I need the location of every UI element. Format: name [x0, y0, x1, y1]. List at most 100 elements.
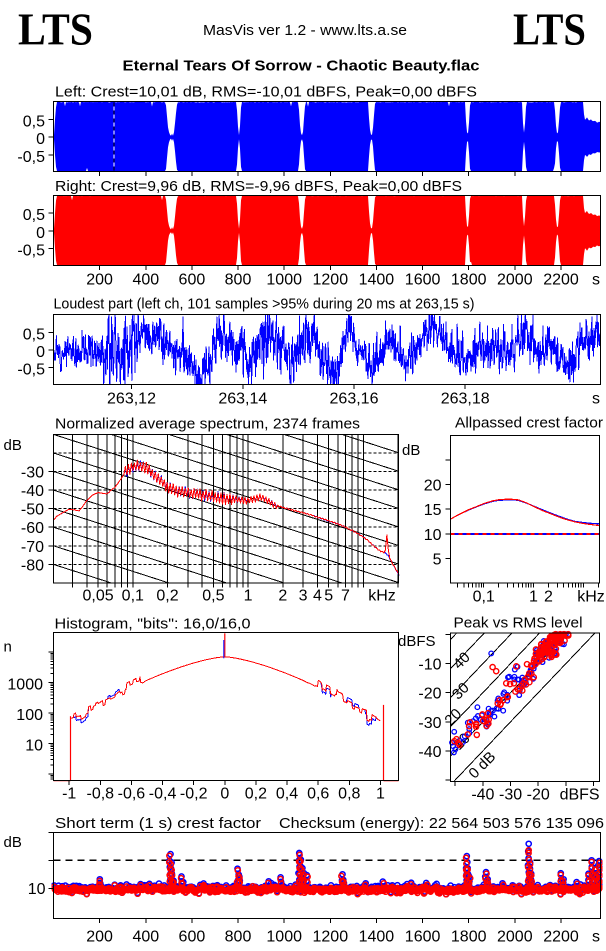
svg-text:15: 15: [424, 502, 442, 519]
svg-text:400: 400: [132, 929, 159, 946]
svg-text:5: 5: [433, 551, 442, 568]
svg-text:-20: -20: [527, 787, 550, 804]
svg-text:2: 2: [544, 589, 553, 606]
svg-text:LTS: LTS: [513, 4, 586, 55]
svg-text:kHz: kHz: [368, 588, 396, 605]
svg-text:200: 200: [86, 272, 113, 289]
svg-text:263,14: 263,14: [218, 391, 267, 408]
svg-text:1: 1: [376, 786, 385, 803]
svg-text:-70: -70: [21, 539, 44, 556]
svg-text:Eternal Tears Of Sorrow - Chao: Eternal Tears Of Sorrow - Chaotic Beauty…: [123, 58, 480, 75]
svg-text:800: 800: [225, 929, 252, 946]
svg-text:1200: 1200: [313, 272, 349, 289]
svg-text:1400: 1400: [359, 272, 395, 289]
svg-text:kHz: kHz: [577, 589, 605, 606]
svg-text:-0,6: -0,6: [118, 786, 146, 803]
svg-text:1400: 1400: [359, 929, 395, 946]
svg-text:0,5: 0,5: [202, 588, 224, 605]
svg-text:1000: 1000: [266, 929, 302, 946]
svg-text:1200: 1200: [313, 929, 349, 946]
svg-text:200: 200: [86, 929, 113, 946]
svg-text:800: 800: [225, 272, 252, 289]
svg-text:0,6: 0,6: [307, 786, 329, 803]
svg-text:1600: 1600: [405, 929, 441, 946]
svg-text:0: 0: [36, 131, 45, 148]
svg-text:263,12: 263,12: [107, 391, 156, 408]
svg-text:-0,4: -0,4: [149, 786, 177, 803]
svg-text:600: 600: [179, 929, 206, 946]
svg-text:263,18: 263,18: [441, 391, 490, 408]
svg-text:-0,8: -0,8: [87, 786, 115, 803]
svg-text:Peak vs RMS level: Peak vs RMS level: [454, 615, 583, 632]
svg-text:-60: -60: [21, 520, 44, 537]
svg-text:n: n: [4, 639, 12, 656]
svg-text:dB: dB: [402, 442, 420, 459]
svg-text:0: 0: [36, 225, 45, 242]
svg-text:20: 20: [424, 478, 442, 495]
svg-text:10: 10: [424, 527, 442, 544]
svg-text:4: 4: [313, 588, 322, 605]
svg-text:Short term (1 s) crest factor: Short term (1 s) crest factor: [55, 815, 261, 832]
svg-text:s: s: [592, 272, 600, 289]
svg-text:s: s: [592, 391, 600, 408]
svg-text:-1: -1: [62, 786, 76, 803]
svg-text:0,1: 0,1: [473, 589, 495, 606]
svg-text:10: 10: [28, 881, 46, 898]
svg-text:-80: -80: [21, 557, 44, 574]
svg-text:-0,5: -0,5: [17, 149, 45, 166]
svg-text:3: 3: [299, 588, 308, 605]
svg-text:MasVis ver 1.2 - www.lts.a.se: MasVis ver 1.2 - www.lts.a.se: [203, 22, 407, 39]
svg-text:dB: dB: [4, 437, 22, 454]
svg-text:1: 1: [529, 589, 538, 606]
svg-text:7: 7: [341, 588, 350, 605]
svg-text:Right: Crest=9,96 dB, RMS=-9,9: Right: Crest=9,96 dB, RMS=-9,96 dBFS, Pe…: [55, 178, 462, 195]
svg-text:2000: 2000: [497, 272, 533, 289]
svg-text:0,4: 0,4: [276, 786, 298, 803]
svg-text:-0,2: -0,2: [180, 786, 208, 803]
svg-text:Allpassed crest factor: Allpassed crest factor: [455, 415, 603, 432]
svg-text:2200: 2200: [543, 929, 579, 946]
svg-text:Checksum (energy): 22 564 503: Checksum (energy): 22 564 503 576 135 09…: [279, 815, 604, 832]
svg-text:100: 100: [16, 707, 43, 724]
svg-text:5: 5: [324, 588, 333, 605]
svg-text:2200: 2200: [543, 272, 579, 289]
svg-text:-0,5: -0,5: [17, 242, 45, 259]
svg-text:s: s: [592, 929, 600, 946]
svg-text:1800: 1800: [451, 929, 487, 946]
svg-text:Histogram, "bits": 16,0/16,0: Histogram, "bits": 16,0/16,0: [55, 616, 251, 633]
svg-text:0,5: 0,5: [23, 114, 45, 131]
svg-text:-40: -40: [418, 744, 441, 761]
svg-text:-0,5: -0,5: [17, 361, 45, 378]
svg-text:1000: 1000: [266, 272, 302, 289]
svg-text:2: 2: [278, 588, 287, 605]
svg-text:Loudest part (left ch, 101 sa: Loudest part (left ch, 101 samples >95% …: [54, 296, 475, 313]
svg-text:1600: 1600: [405, 272, 441, 289]
svg-text:400: 400: [132, 272, 159, 289]
svg-text:0: 0: [220, 786, 229, 803]
svg-text:1: 1: [244, 588, 253, 605]
svg-text:0: 0: [36, 344, 45, 361]
svg-text:-20: -20: [418, 686, 441, 703]
svg-text:0,05: 0,05: [83, 588, 114, 605]
svg-text:LTS: LTS: [18, 4, 93, 55]
svg-text:-30: -30: [21, 465, 44, 482]
svg-text:-10: -10: [418, 657, 441, 674]
svg-text:1800: 1800: [451, 272, 487, 289]
svg-text:-40: -40: [471, 787, 494, 804]
svg-text:dBFS: dBFS: [560, 787, 600, 804]
svg-text:10: 10: [25, 738, 43, 755]
svg-text:dBFS: dBFS: [398, 633, 436, 650]
svg-text:600: 600: [179, 272, 206, 289]
svg-text:Normalized average spectrum, 2: Normalized average spectrum, 2374 frames: [55, 416, 360, 433]
svg-text:0,5: 0,5: [23, 327, 45, 344]
svg-text:-30: -30: [499, 787, 522, 804]
svg-text:-30: -30: [418, 715, 441, 732]
svg-text:dB: dB: [4, 834, 22, 851]
svg-text:0,2: 0,2: [245, 786, 267, 803]
svg-text:Left: Crest=10,01 dB, RMS=-10,: Left: Crest=10,01 dB, RMS=-10,01 dBFS, P…: [55, 84, 477, 101]
svg-text:0,1: 0,1: [122, 588, 144, 605]
svg-text:1000: 1000: [7, 677, 43, 694]
svg-text:0,2: 0,2: [156, 588, 178, 605]
svg-text:-40: -40: [21, 483, 44, 500]
svg-text:0,5: 0,5: [23, 207, 45, 224]
